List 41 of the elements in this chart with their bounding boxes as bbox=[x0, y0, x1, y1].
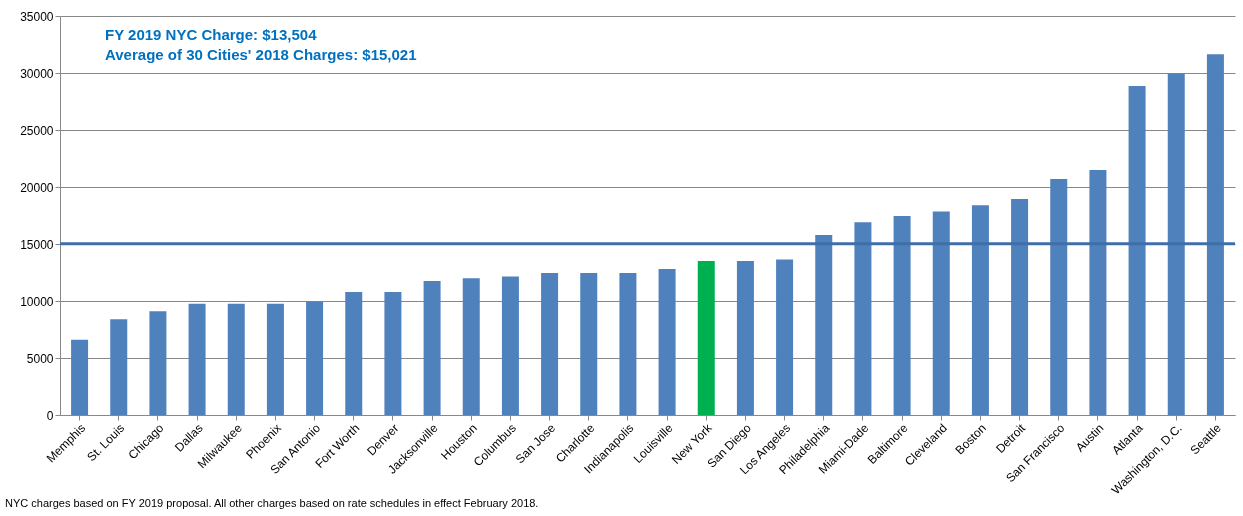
y-tick-label: 35000 bbox=[20, 9, 54, 24]
bar bbox=[1206, 54, 1224, 415]
bar bbox=[384, 291, 402, 415]
y-tick-label: 5000 bbox=[26, 351, 54, 366]
y-tick-label: 20000 bbox=[20, 180, 54, 195]
bar bbox=[462, 278, 480, 415]
bar bbox=[1089, 169, 1107, 415]
bar bbox=[776, 259, 794, 415]
annotation: Average of 30 Cities' 2018 Charges: $15,021 bbox=[105, 46, 417, 63]
y-tick-label: 15000 bbox=[20, 237, 54, 252]
y-tick-label: 25000 bbox=[20, 123, 54, 138]
bar bbox=[110, 319, 128, 415]
bar bbox=[619, 273, 637, 415]
bar bbox=[815, 234, 833, 415]
bar bbox=[697, 261, 715, 415]
bar bbox=[971, 205, 989, 415]
bar bbox=[149, 311, 167, 415]
bar bbox=[893, 216, 911, 415]
bar bbox=[501, 276, 519, 415]
bar bbox=[1128, 86, 1146, 415]
bar bbox=[227, 303, 245, 415]
bar bbox=[1011, 198, 1029, 415]
annotation: FY 2019 NYC Charge: $13,504 bbox=[105, 26, 318, 43]
bar bbox=[266, 303, 284, 415]
bar bbox=[306, 301, 324, 415]
bar bbox=[932, 211, 950, 415]
y-tick-label: 30000 bbox=[20, 66, 54, 81]
bar bbox=[854, 222, 872, 415]
bar bbox=[541, 273, 559, 415]
bar bbox=[71, 339, 89, 415]
bar bbox=[1050, 179, 1068, 415]
y-tick-label: 10000 bbox=[20, 294, 54, 309]
bar bbox=[1167, 73, 1185, 415]
bar bbox=[658, 269, 676, 415]
bar bbox=[345, 291, 363, 415]
bar bbox=[423, 281, 441, 415]
text: NYC charges based on FY 2019 proposal. All other charges based on rate schedules in effect February 2018. bbox=[5, 496, 539, 509]
bar bbox=[580, 273, 598, 415]
bar bbox=[736, 261, 754, 415]
bar bbox=[188, 303, 206, 415]
y-tick-label: 0 bbox=[46, 408, 54, 423]
